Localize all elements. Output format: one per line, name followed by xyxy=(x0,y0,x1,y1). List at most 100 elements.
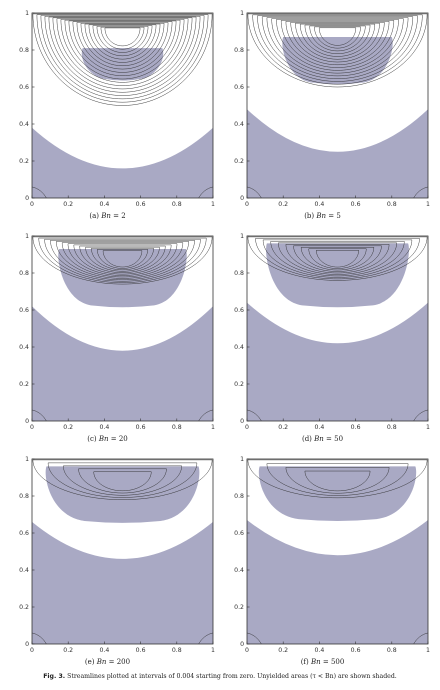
streamline xyxy=(318,27,357,46)
corner-eddy xyxy=(198,409,214,422)
x-tick-label: 0.6 xyxy=(351,201,361,208)
dead-zone-region xyxy=(32,521,213,644)
panel-a: 0 0.2 0.4 0.6 0.8 1 0 0.2 0.4 0.6 0.8 1 (a) Bn = 2 xyxy=(0,5,215,230)
streamline xyxy=(285,467,390,494)
x-tick-label: 0.6 xyxy=(136,201,146,208)
corner-eddy xyxy=(246,409,262,422)
x-tick-label: 0.2 xyxy=(278,424,288,431)
streamline-plot: 0 0.2 0.4 0.6 0.8 1 0 0.2 0.4 0.6 0.8 1 xyxy=(19,10,215,208)
plot-frame xyxy=(246,458,429,645)
streamline xyxy=(76,22,169,70)
x-tick-label: 0.8 xyxy=(387,201,397,208)
x-tick-label: 1 xyxy=(211,647,215,654)
y-tick-label: 0.8 xyxy=(19,493,29,500)
y-tick-label: 0.6 xyxy=(234,530,244,537)
y-tick-label: 1 xyxy=(240,456,244,463)
x-tick-label: 0.2 xyxy=(278,201,288,208)
panel-f: 0 0.2 0.4 0.6 0.8 1 0 0.2 0.4 0.6 0.8 1 (f) Bn = 500 xyxy=(215,451,430,676)
plot-frame xyxy=(31,12,214,199)
panel-caption-label: (c) xyxy=(87,435,99,443)
y-tick-label: 1 xyxy=(25,456,29,463)
x-tick-label: 0 xyxy=(245,647,249,654)
x-tick-label: 0 xyxy=(30,647,34,654)
y-tick-label: 0.2 xyxy=(234,158,244,165)
x-tick-label: 0.4 xyxy=(314,647,324,654)
x-tick-label: 0.2 xyxy=(63,647,73,654)
panel-caption: (a) Bn = 2 xyxy=(0,212,215,220)
x-tick-label: 0 xyxy=(30,201,34,208)
dead-zone-region xyxy=(247,520,428,644)
streamline xyxy=(316,250,359,268)
y-tick-label: 1 xyxy=(25,10,29,17)
panel-d: 0 0.2 0.4 0.6 0.8 1 0 0.2 0.4 0.6 0.8 1 (d) Bn = 50 xyxy=(215,228,430,453)
y-tick-label: 0.2 xyxy=(19,158,29,165)
corner-eddy xyxy=(31,632,47,645)
streamline-plot: 0 0.2 0.4 0.6 0.8 1 0 0.2 0.4 0.6 0.8 1 xyxy=(19,233,215,431)
x-tick-label: 1 xyxy=(211,424,215,431)
y-tick-label: 0.4 xyxy=(234,121,244,128)
y-tick-label: 0 xyxy=(25,641,29,648)
y-tick-label: 0.2 xyxy=(234,381,244,388)
panel-caption: (f) Bn = 500 xyxy=(215,658,430,666)
streamline xyxy=(73,244,172,275)
streamline xyxy=(314,26,361,49)
dead-zone-region xyxy=(32,127,213,198)
y-tick-label: 0.8 xyxy=(234,270,244,277)
y-tick-label: 0.2 xyxy=(234,604,244,611)
y-tick-label: 0 xyxy=(25,195,29,202)
y-tick-label: 0.6 xyxy=(234,84,244,91)
corner-eddy xyxy=(413,186,429,199)
plug-region xyxy=(45,466,200,523)
streamline xyxy=(309,25,366,52)
y-tick-label: 0.4 xyxy=(19,344,29,351)
streamline xyxy=(290,22,385,63)
y-tick-label: 0.6 xyxy=(19,307,29,314)
dead-zone-region xyxy=(247,302,428,421)
panel-caption-value: = 500 xyxy=(320,658,345,666)
streamline-plot: 0 0.2 0.4 0.6 0.8 1 0 0.2 0.4 0.6 0.8 1 xyxy=(19,456,215,654)
streamline xyxy=(102,250,143,268)
streamline xyxy=(308,248,367,269)
corner-eddy xyxy=(246,186,262,199)
panel-c: 0 0.2 0.4 0.6 0.8 1 0 0.2 0.4 0.6 0.8 1 (c) Bn = 20 xyxy=(0,228,215,453)
panel-caption-label: (f) xyxy=(300,658,311,666)
streamline xyxy=(84,23,161,63)
y-tick-label: 0.8 xyxy=(234,493,244,500)
streamline xyxy=(36,14,209,103)
plug-region xyxy=(58,248,187,308)
panel-caption-value: = 200 xyxy=(106,658,131,666)
streamline xyxy=(92,25,153,57)
x-tick-label: 0.6 xyxy=(136,647,146,654)
y-tick-label: 0 xyxy=(240,418,244,425)
x-tick-label: 0 xyxy=(30,424,34,431)
x-tick-label: 0.2 xyxy=(278,647,288,654)
y-tick-label: 0.8 xyxy=(19,270,29,277)
panel-caption-variable: Bn xyxy=(96,658,107,666)
streamline xyxy=(97,249,148,269)
streamline xyxy=(93,471,152,492)
panel-caption-label: (b) xyxy=(304,212,317,220)
panel-caption-value: = 2 xyxy=(110,212,126,220)
figure-label: Fig. 3. xyxy=(43,673,66,680)
panel-b: 0 0.2 0.4 0.6 0.8 1 0 0.2 0.4 0.6 0.8 1 (b) Bn = 5 xyxy=(215,5,430,230)
streamline xyxy=(72,21,173,73)
x-tick-label: 0.6 xyxy=(351,424,361,431)
x-tick-label: 0.4 xyxy=(99,647,109,654)
streamline xyxy=(91,248,154,271)
x-tick-label: 1 xyxy=(426,647,430,654)
x-tick-label: 0.6 xyxy=(351,647,361,654)
x-tick-label: 0.4 xyxy=(314,201,324,208)
streamline xyxy=(80,23,165,66)
x-tick-label: 0.4 xyxy=(314,424,324,431)
x-tick-label: 0.8 xyxy=(172,424,182,431)
x-tick-label: 1 xyxy=(426,424,430,431)
y-tick-label: 0.4 xyxy=(234,344,244,351)
y-tick-label: 0.6 xyxy=(234,307,244,314)
plot-frame xyxy=(31,235,214,422)
panel-caption-value: = 5 xyxy=(326,212,341,220)
x-tick-label: 0.8 xyxy=(387,647,397,654)
corner-eddy xyxy=(31,186,47,199)
streamline-plot: 0 0.2 0.4 0.6 0.8 1 0 0.2 0.4 0.6 0.8 1 xyxy=(234,456,430,654)
y-tick-label: 0.4 xyxy=(19,567,29,574)
